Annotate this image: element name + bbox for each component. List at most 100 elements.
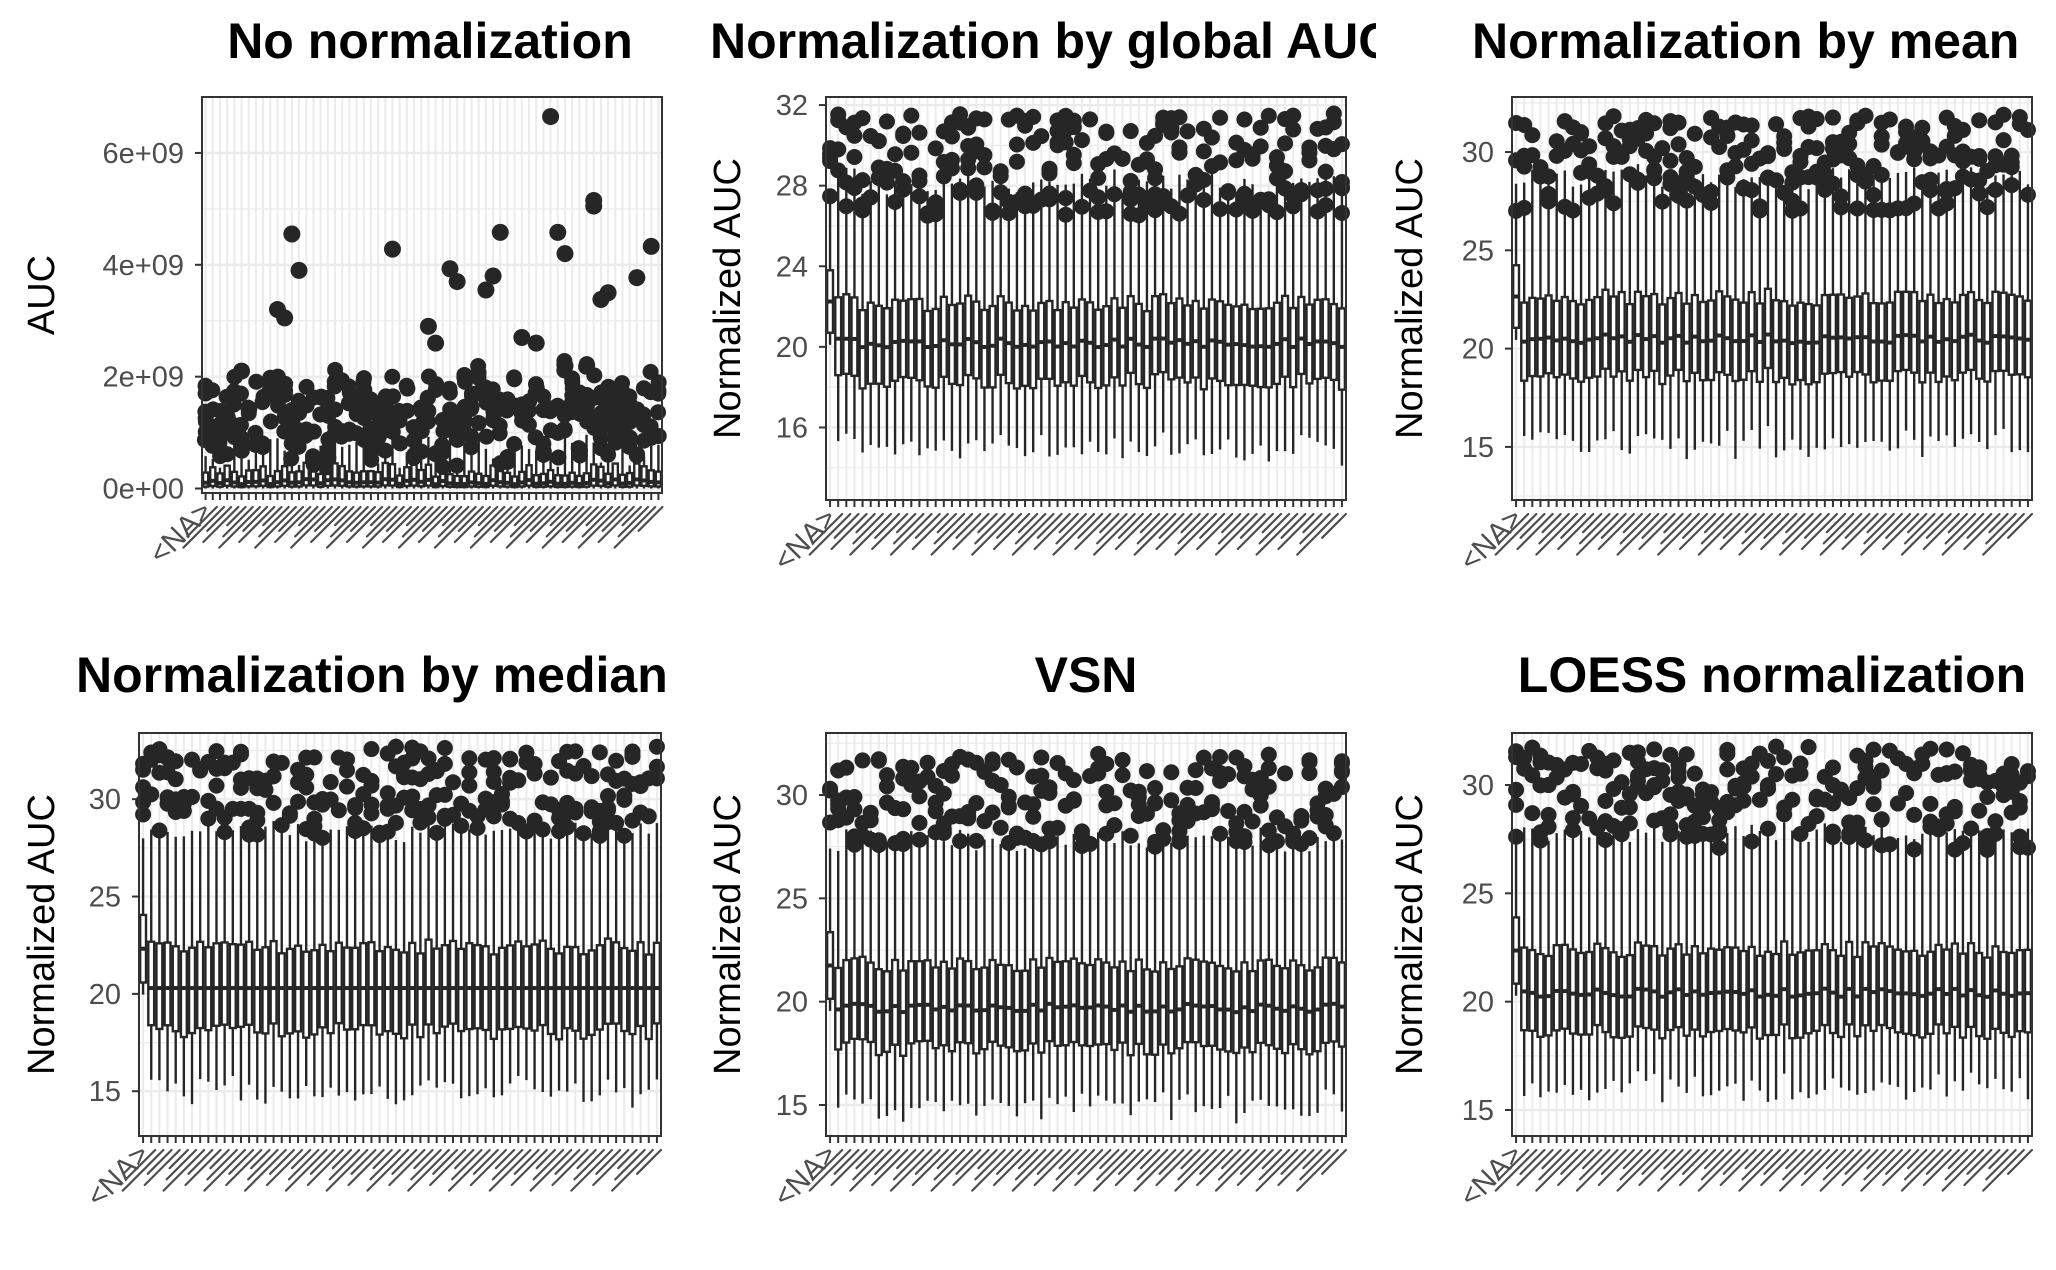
x-tick-label-glyph: [1982, 512, 2025, 556]
outlier-point: [1065, 119, 1082, 136]
x-tick-label-glyph: [397, 505, 441, 549]
box-iqr: [1061, 960, 1070, 1047]
box-12: [911, 773, 928, 1109]
outlier-point: [1317, 197, 1334, 214]
box-iqr: [253, 948, 262, 1034]
x-tick-label-glyph: [933, 512, 966, 545]
outlier-point: [1824, 175, 1841, 192]
outlier-point: [1098, 203, 1115, 220]
x-tick-label-glyph: [1619, 512, 1652, 545]
panel-title: No normalization: [227, 13, 633, 69]
outlier-point: [1646, 115, 1663, 132]
box-iqr: [1836, 293, 1846, 374]
outlier-point: [384, 368, 401, 385]
x-tick-label-glyph: [369, 1148, 402, 1181]
outlier-point: [363, 451, 380, 468]
outlier-point: [1524, 147, 1541, 164]
box-47: [1881, 111, 1898, 451]
outlier-point: [1147, 780, 1164, 797]
outlier-point: [363, 741, 380, 758]
x-tick-label-glyph: [1963, 512, 2001, 551]
panel-title: VSN: [1035, 647, 1138, 703]
box-iqr: [326, 949, 335, 1035]
x-tick-label-glyph: [1174, 512, 1218, 556]
outlier-point: [621, 414, 638, 431]
outliers: [1540, 754, 1557, 835]
x-tick-label-glyph: [811, 1148, 844, 1181]
x-tick-label-glyph: [617, 505, 650, 538]
box-iqr: [1885, 945, 1894, 1030]
outlier-point: [1155, 822, 1172, 839]
outlier-point: [445, 774, 462, 791]
outlier-point: [506, 435, 523, 452]
x-tick-label-glyph: [1941, 512, 1985, 556]
outlier-point: [340, 378, 357, 395]
x-tick-label-glyph: [1114, 1148, 1153, 1187]
outliers: [1138, 135, 1155, 215]
box-6: [1548, 133, 1565, 440]
outlier-point: [1171, 139, 1188, 156]
box-iqr: [212, 942, 221, 1028]
box-iqr: [964, 959, 973, 1045]
x-tick-label-glyph: [549, 505, 571, 527]
outlier-point: [478, 428, 495, 445]
x-tick-label-glyph: [936, 1148, 958, 1170]
outlier-point: [1163, 792, 1180, 809]
outlier-point: [283, 450, 300, 467]
y-axis-label: Normalized AUC: [1389, 158, 1431, 439]
x-tick-label-glyph: [1017, 512, 1039, 534]
outlier-point: [485, 808, 502, 825]
x-tick-label-glyph: [488, 1148, 532, 1192]
outlier-point: [427, 334, 445, 352]
outlier-point: [463, 399, 480, 416]
box-50: [1220, 766, 1237, 1096]
box-iqr: [633, 462, 641, 487]
outlier-point: [1865, 187, 1882, 204]
outlier-point: [305, 456, 322, 473]
outlier-point: [992, 776, 1009, 793]
notable-outliers: [233, 108, 660, 380]
box-iqr: [597, 465, 605, 488]
outliers: [1293, 808, 1310, 852]
box-iqr: [1853, 295, 1862, 374]
box-iqr: [866, 961, 875, 1044]
box-iqr: [611, 462, 620, 487]
x-tick-label-glyph: [247, 1148, 279, 1181]
outlier-point: [887, 146, 904, 163]
outlier-point: [1979, 199, 1996, 216]
outliers: [436, 739, 453, 827]
box-iqr: [440, 943, 449, 1028]
outliers: [1212, 109, 1229, 218]
outlier-point: [436, 786, 453, 803]
outlier-point: [1743, 768, 1760, 785]
x-axis: <NA>: [81, 1136, 663, 1213]
outliers: [1654, 762, 1671, 827]
outlier-point: [1285, 107, 1302, 124]
box-iqr: [273, 469, 282, 488]
outlier-point: [456, 413, 473, 430]
box-7: [184, 751, 201, 1105]
outlier-point: [1041, 784, 1058, 801]
box-9: [200, 753, 217, 1082]
x-tick-label-glyph: [494, 1148, 516, 1170]
outlier-point: [1008, 153, 1025, 170]
box-iqr: [1126, 294, 1135, 375]
outlier-point: [830, 162, 847, 179]
box-54: [1252, 119, 1269, 446]
outlier-point: [499, 448, 516, 465]
box-52: [1236, 111, 1253, 461]
outlier-point: [1212, 201, 1229, 218]
box-iqr: [1560, 943, 1569, 1030]
box-iqr: [539, 472, 548, 488]
outlier-point: [241, 401, 258, 418]
box-iqr: [2015, 295, 2024, 376]
outlier-point: [559, 819, 576, 836]
box-iqr: [489, 953, 498, 1041]
outlier-point: [1008, 759, 1025, 776]
box-iqr: [208, 466, 217, 488]
outlier-point: [854, 752, 871, 769]
box-iqr: [1934, 943, 1943, 1026]
x-tick-label-glyph: [936, 512, 958, 534]
x-tick-label-glyph: [407, 1148, 450, 1192]
outlier-point: [1236, 758, 1253, 775]
